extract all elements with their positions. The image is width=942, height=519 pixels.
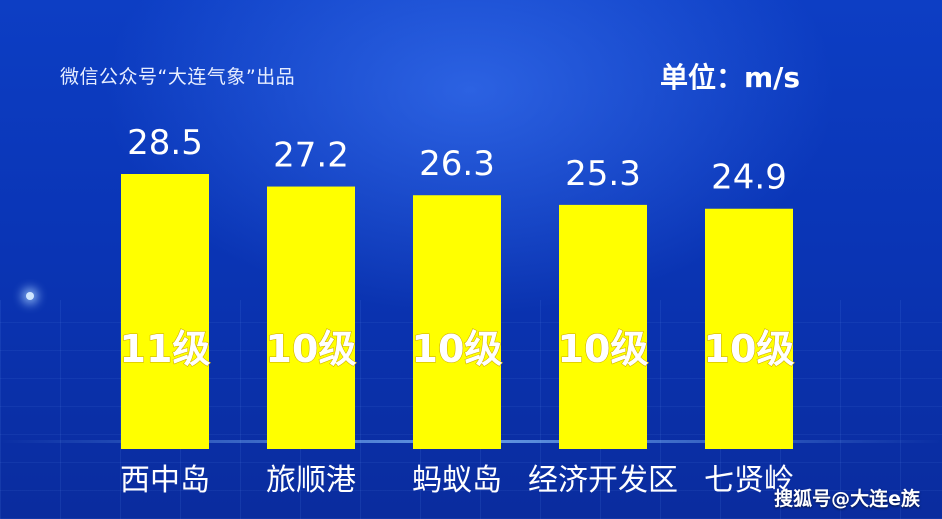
category-label: 七贤岭	[704, 463, 794, 498]
watermark-text: 搜狐号@大连e族	[774, 488, 920, 510]
value-label: 24.9	[711, 158, 787, 198]
wind-level-label: 10级	[266, 327, 357, 371]
value-label: 28.5	[127, 123, 203, 163]
wind-level-label: 11级	[120, 327, 211, 371]
category-label: 旅顺港	[266, 463, 356, 498]
category-label: 蚂蚁岛	[412, 463, 502, 498]
glow-dot	[26, 292, 34, 300]
category-label: 经济开发区	[528, 463, 678, 498]
category-label: 西中岛	[120, 463, 210, 498]
value-label: 26.3	[419, 144, 495, 184]
unit-label: 单位：m/s	[660, 61, 801, 94]
wind-level-label: 10级	[558, 327, 649, 371]
bar-西中岛	[121, 174, 209, 449]
wind-level-label: 10级	[704, 327, 795, 371]
bar-蚂蚁岛	[413, 195, 501, 449]
wind-level-label: 10级	[412, 327, 503, 371]
value-label: 27.2	[273, 136, 349, 176]
bar-经济开发区	[559, 204, 647, 449]
bar-旅顺港	[267, 186, 355, 449]
value-label: 25.3	[565, 154, 641, 194]
bar-七贤岭	[705, 208, 793, 449]
credit-text: 微信公众号“大连气象”出品	[60, 66, 296, 88]
